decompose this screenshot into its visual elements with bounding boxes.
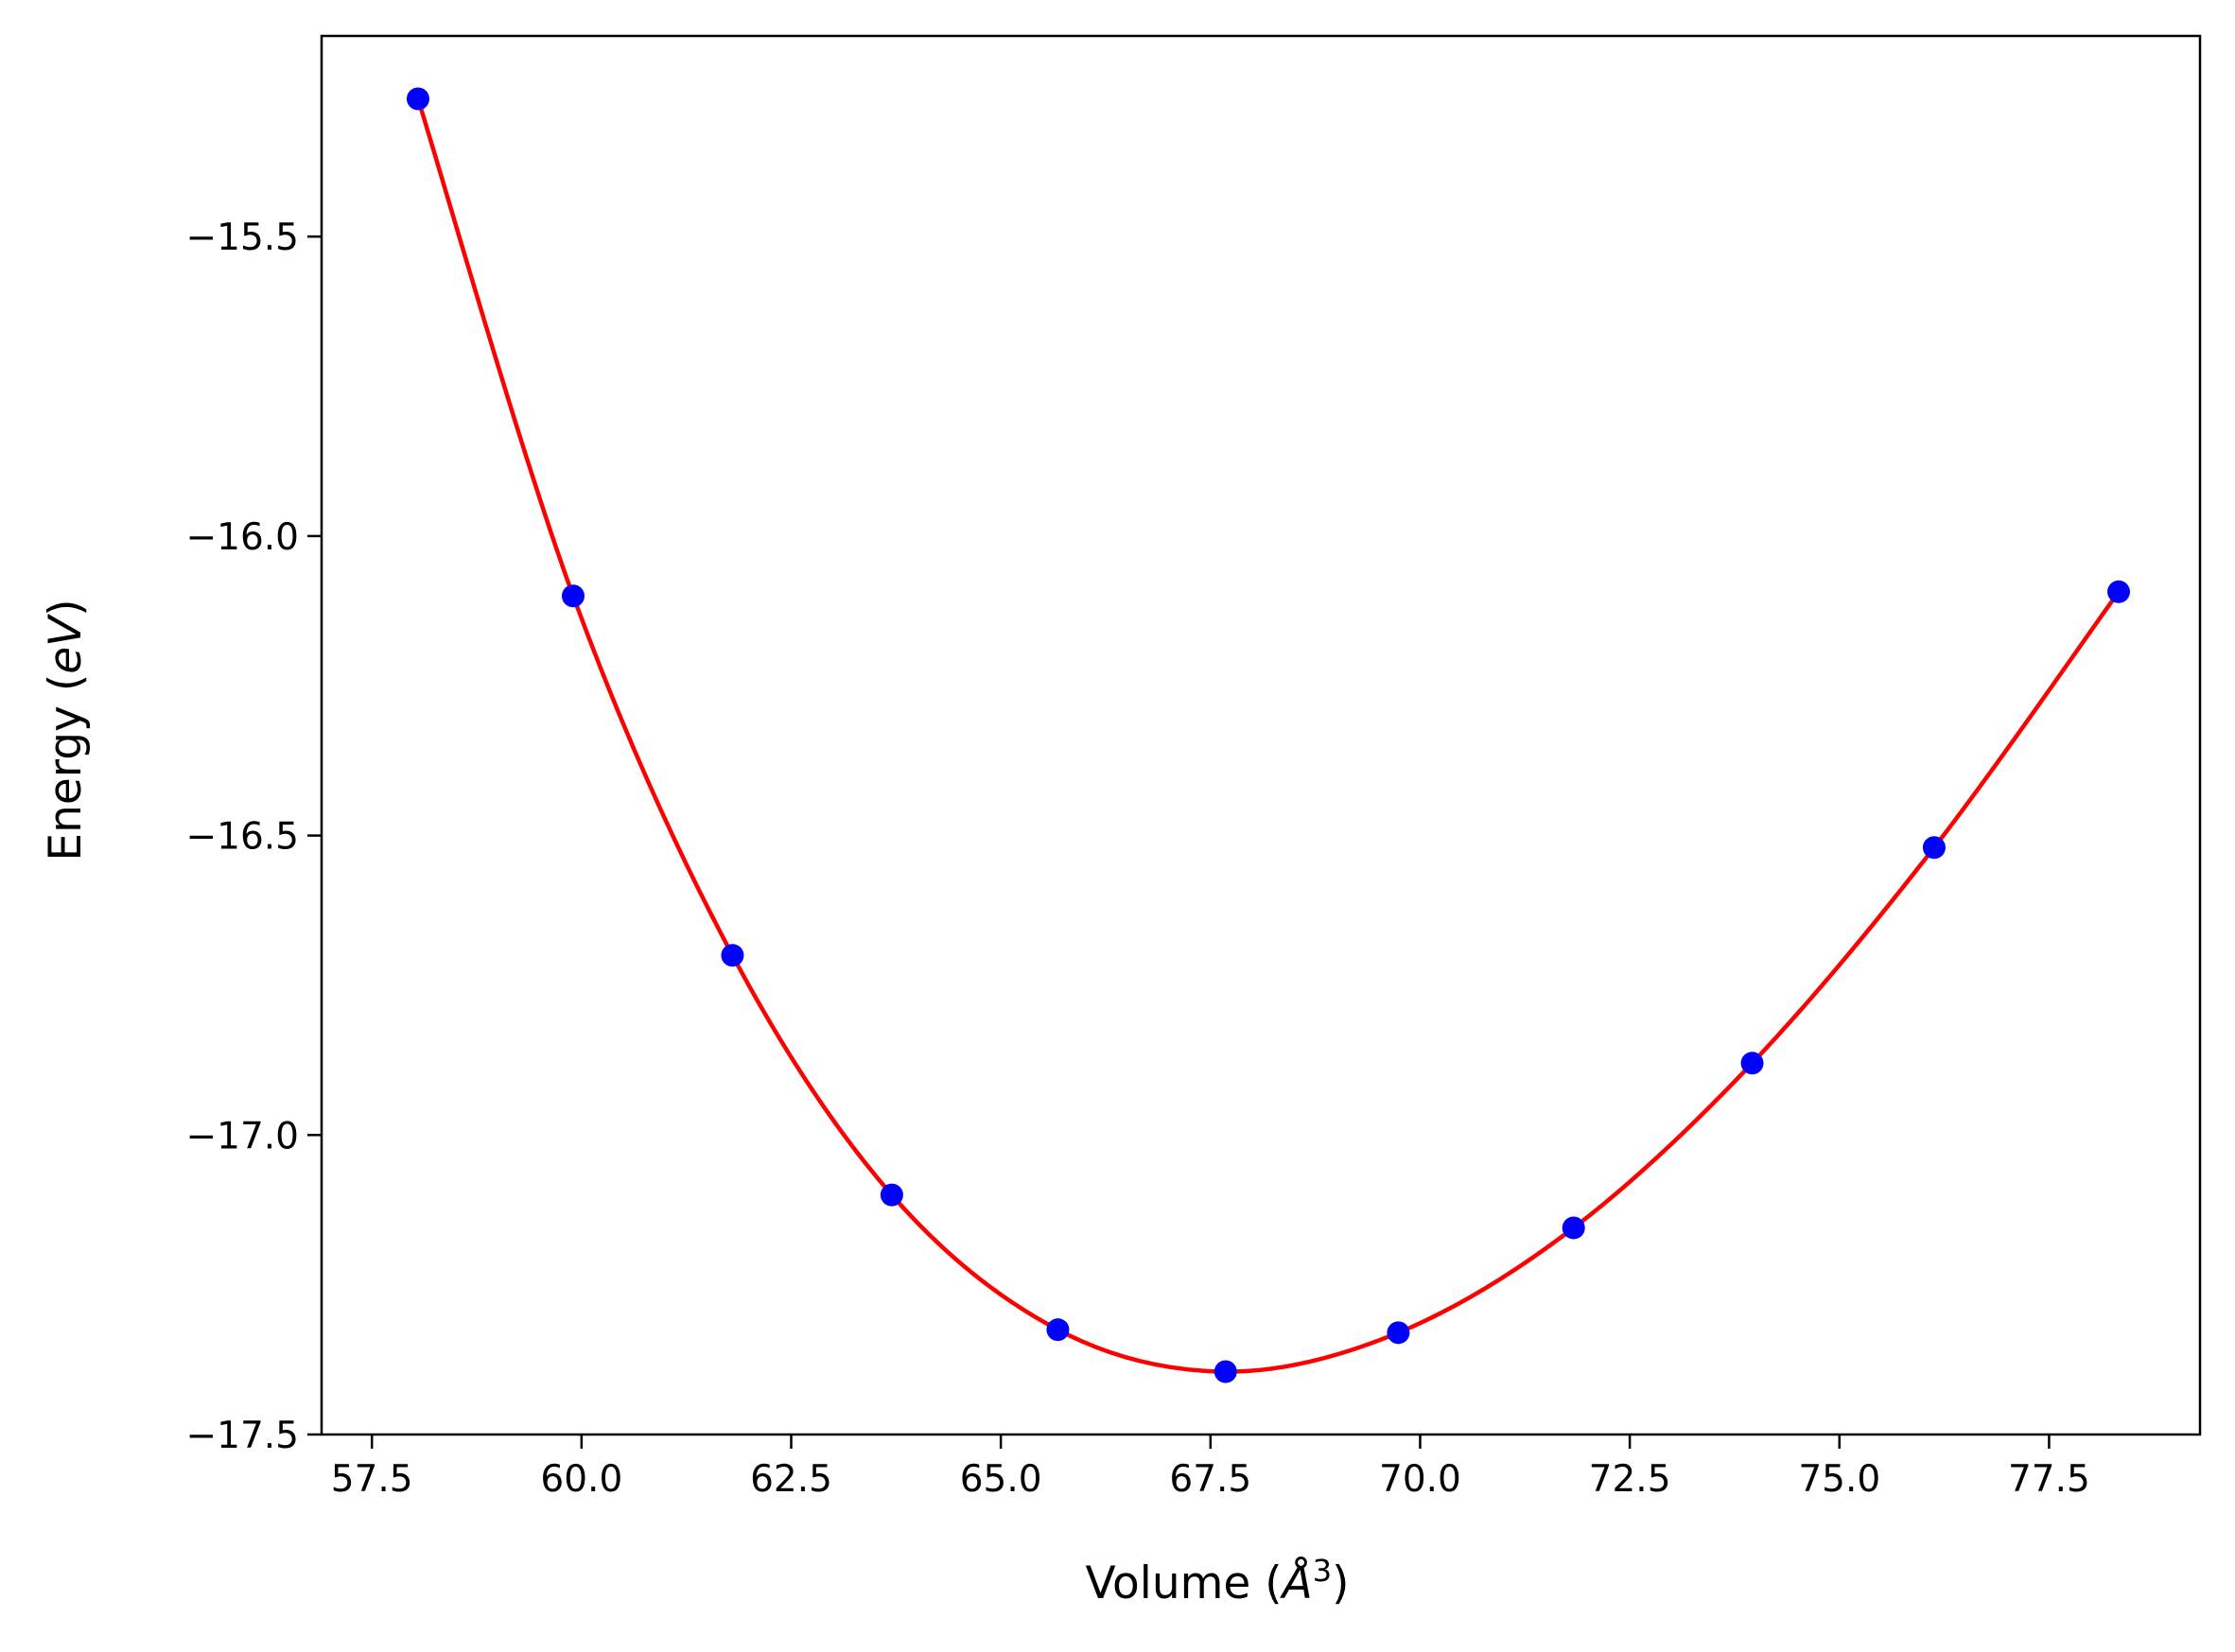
y-tick-label: −17.0 bbox=[185, 1115, 299, 1157]
data-point bbox=[721, 944, 744, 967]
y-axis-label: Energy (eV) bbox=[40, 599, 92, 861]
plot-frame bbox=[320, 34, 2202, 1436]
x-tick-label: 77.5 bbox=[2008, 1458, 2090, 1501]
y-tick-label: −16.0 bbox=[185, 516, 299, 559]
y-axis: −15.5 −16.0 −16.5 −17.0 −17.5 bbox=[185, 217, 322, 1457]
data-point bbox=[1214, 1360, 1237, 1383]
x-tick-label: 62.5 bbox=[750, 1458, 832, 1501]
data-point bbox=[1046, 1318, 1070, 1342]
fit-curve bbox=[415, 97, 2121, 1374]
data-point bbox=[880, 1183, 903, 1207]
x-tick-label: 57.5 bbox=[331, 1458, 413, 1501]
y-tick-label: −16.5 bbox=[185, 816, 299, 859]
data-point bbox=[1387, 1321, 1410, 1345]
data-point bbox=[1562, 1216, 1585, 1240]
data-points bbox=[406, 87, 2130, 1383]
x-tick-label: 75.0 bbox=[1798, 1458, 1880, 1501]
data-point bbox=[1740, 1052, 1764, 1075]
y-tick-label: −17.5 bbox=[185, 1415, 299, 1457]
y-tick-label: −15.5 bbox=[185, 217, 299, 259]
x-tick-label: 70.0 bbox=[1379, 1458, 1461, 1501]
data-point bbox=[2106, 580, 2130, 603]
x-tick-label: 65.0 bbox=[960, 1458, 1042, 1501]
x-axis-label: Volume (Å3) bbox=[1086, 1553, 1350, 1609]
data-point bbox=[1922, 836, 1946, 860]
x-tick-label: 67.5 bbox=[1169, 1458, 1251, 1501]
x-tick-label: 60.0 bbox=[540, 1458, 622, 1501]
x-axis: 57.5 60.0 62.5 65.0 67.5 70.0 72.5 75.0 77.5 bbox=[331, 1435, 2090, 1501]
data-point bbox=[406, 87, 429, 111]
data-point bbox=[561, 584, 585, 608]
x-tick-label: 72.5 bbox=[1589, 1458, 1671, 1501]
